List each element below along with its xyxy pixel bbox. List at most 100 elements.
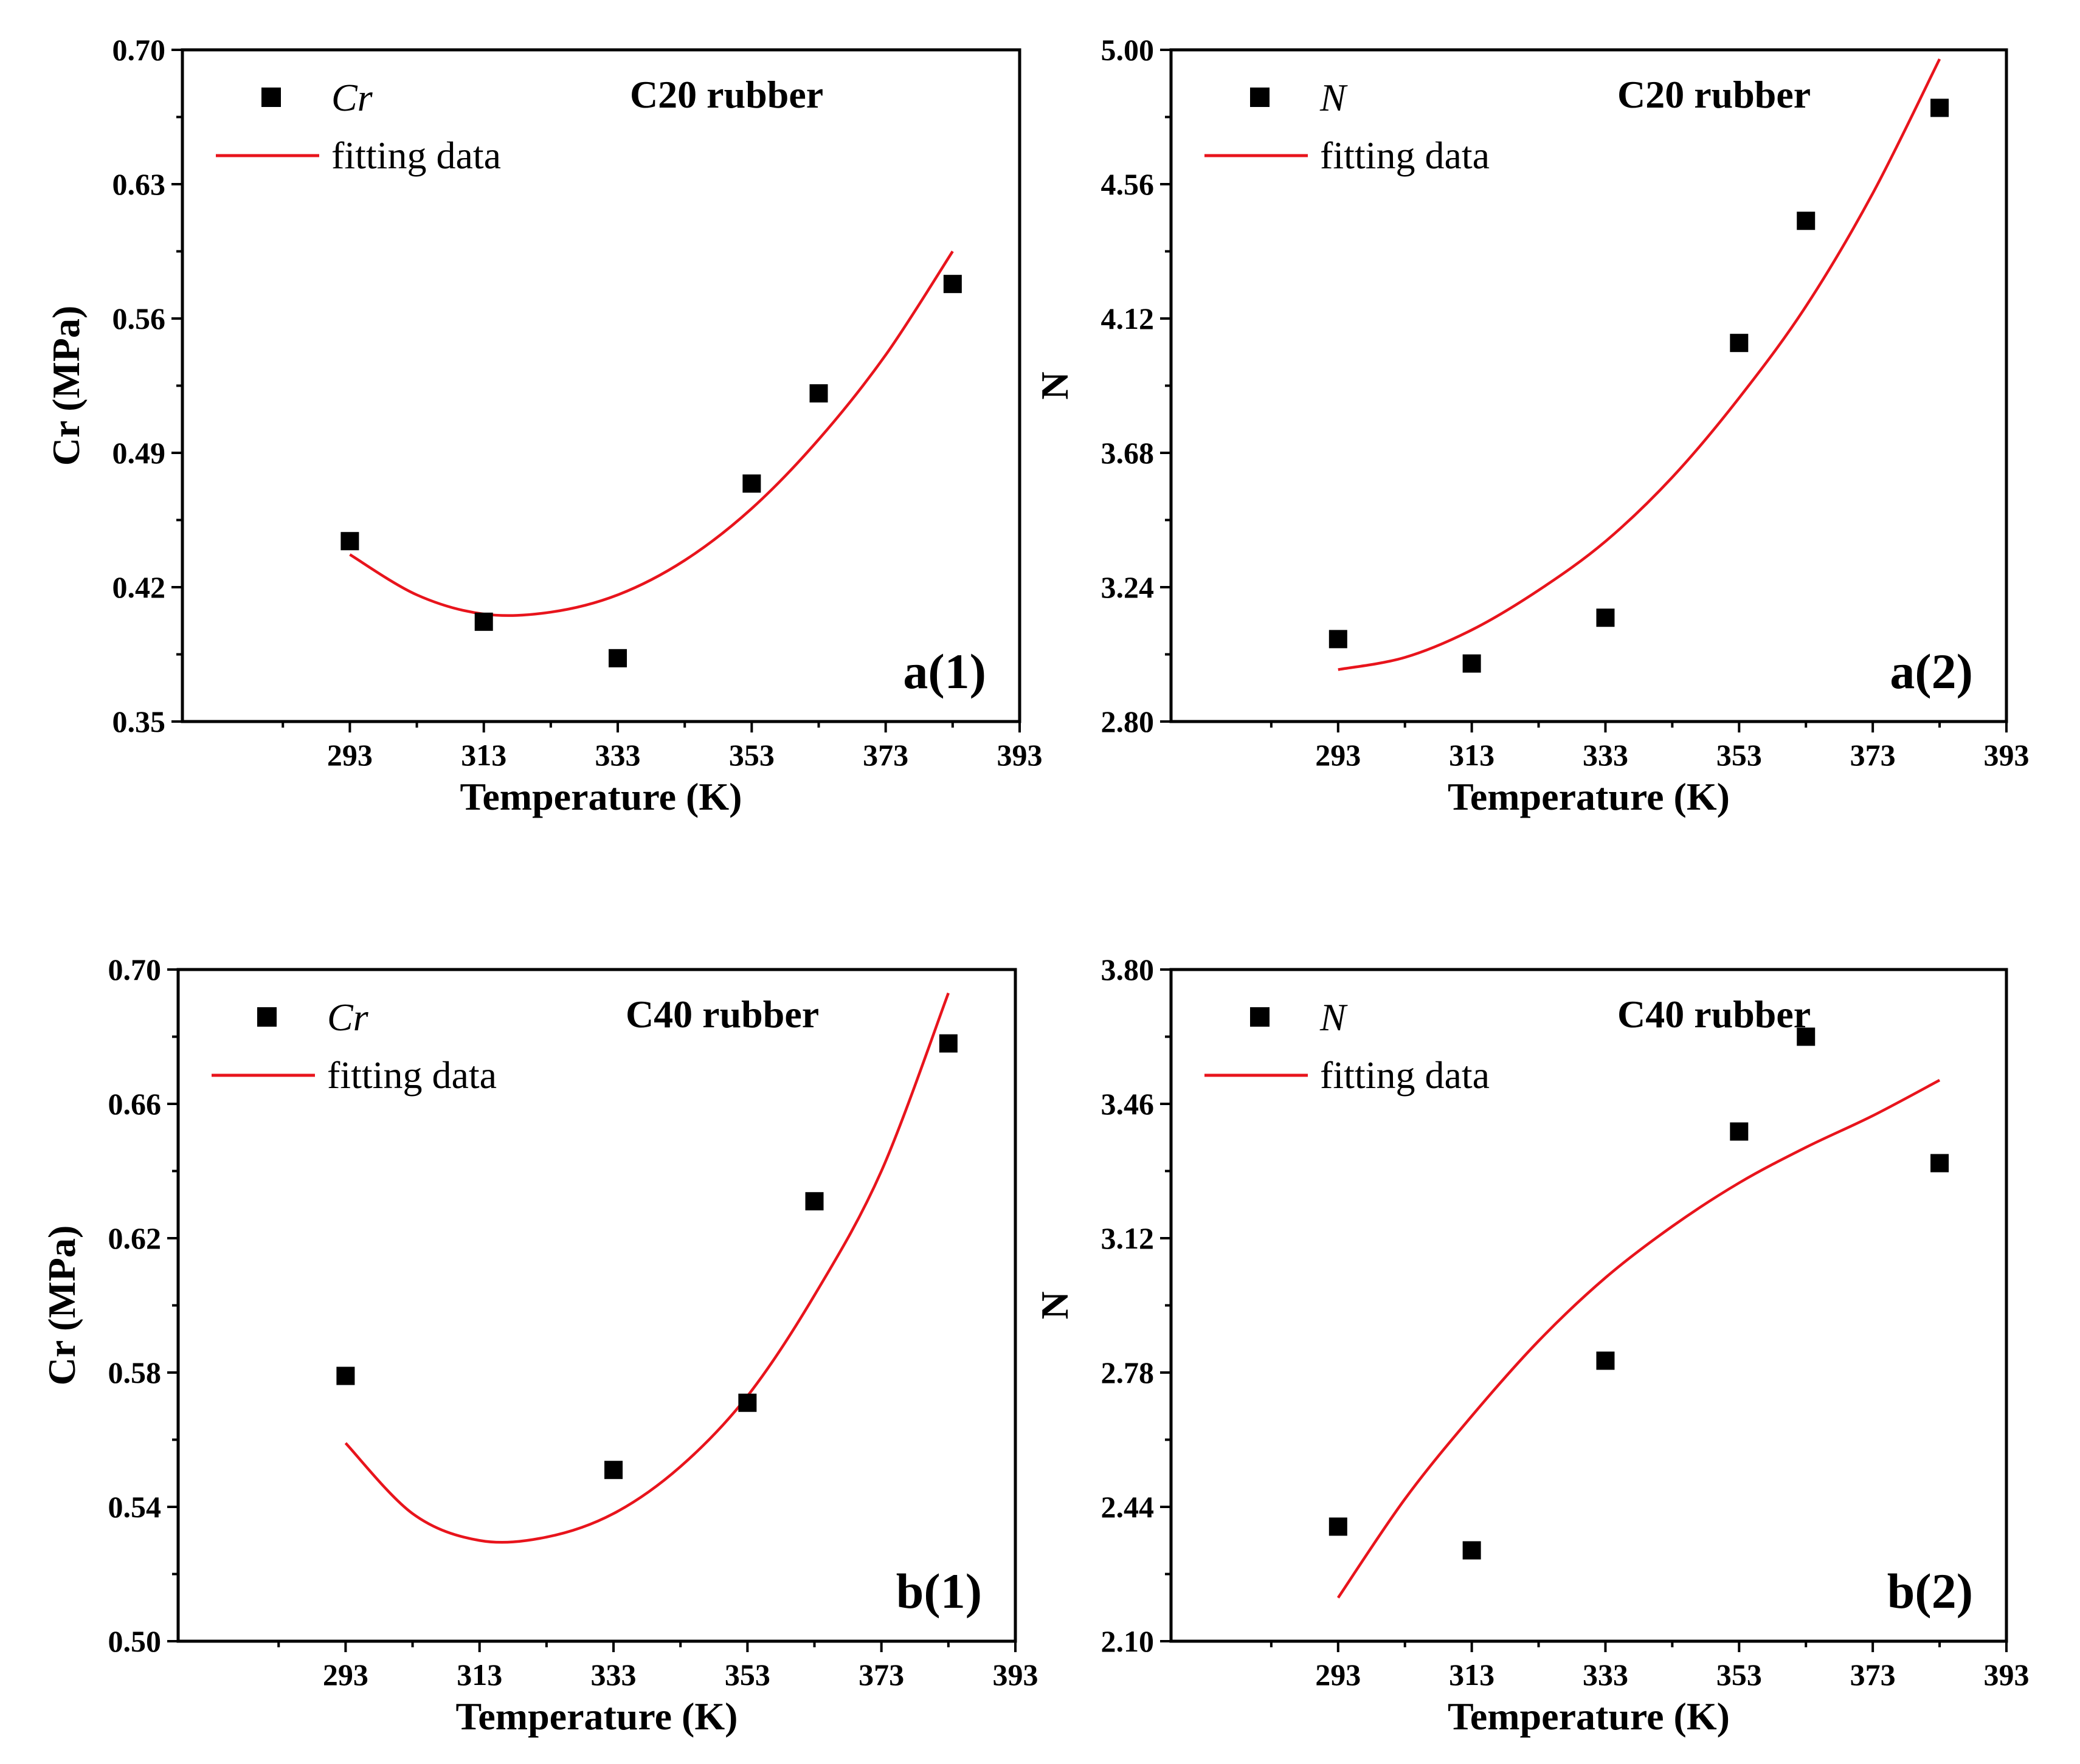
x-tick-label: 353: [725, 1658, 770, 1692]
y-tick-label: 4.56: [1101, 167, 1155, 201]
y-tick-label: 5.00: [1101, 33, 1155, 67]
y-axis-title: Cr (MPa): [44, 306, 88, 466]
legend-marker-label: N: [1319, 996, 1348, 1039]
data-point: [340, 532, 359, 551]
chart-panel-b1: 293 313 333 353 373 393 0.50 0.54 0.58 0.62 0.66 0.…: [40, 953, 1038, 1738]
x-axis-title: Temperature (K): [456, 1695, 738, 1738]
x-tick-label: 393: [1984, 738, 2030, 772]
data-point: [1462, 654, 1481, 673]
y-tick-label: 0.35: [112, 705, 166, 739]
x-tick-label: 373: [863, 738, 908, 772]
data-point: [1730, 334, 1749, 353]
plot-frame: [181, 48, 1021, 723]
data-point: [742, 474, 761, 493]
chart-panel-b2: 293 313 333 353 373 393 2.10 2.44 2.78 3.12 3.46 3.…: [1033, 953, 2030, 1738]
x-tick-label: 373: [859, 1658, 904, 1692]
legend-marker-icon: [257, 1007, 277, 1027]
legend-line-label: fitting data: [331, 134, 501, 177]
data-point: [805, 1192, 824, 1211]
legend-line-label: fitting data: [327, 1053, 497, 1097]
x-axis-title: Temperature (K): [1448, 1695, 1730, 1738]
x-tick-label: 333: [595, 738, 641, 772]
data-point: [1930, 1154, 1949, 1173]
y-tick-label: 0.62: [108, 1221, 162, 1255]
y-tick-label: 4.12: [1101, 301, 1155, 336]
x-tick-label: 373: [1850, 738, 1896, 772]
data-point: [1329, 630, 1347, 649]
legend: Cr fitting data: [216, 76, 501, 177]
x-tick-label: 333: [1583, 738, 1628, 772]
y-tick-label: 2.78: [1101, 1356, 1155, 1390]
data-point: [1730, 1122, 1749, 1141]
chart-title: C20 rubber: [1617, 73, 1811, 116]
panel-label: a(1): [903, 644, 986, 699]
fit-line: [349, 250, 954, 617]
x-tick-label: 353: [1716, 1658, 1762, 1692]
data-point: [1329, 1517, 1347, 1536]
data-point: [738, 1393, 757, 1412]
fit-line: [344, 992, 950, 1544]
y-tick-label: 3.12: [1101, 1221, 1155, 1255]
y-tick-label: 0.70: [112, 33, 166, 67]
x-tick-label: 353: [1716, 738, 1762, 772]
data-point: [1797, 212, 1816, 230]
y-tick-label: 2.44: [1101, 1490, 1155, 1524]
data-point: [1930, 98, 1949, 117]
y-tick-label: 3.46: [1101, 1087, 1155, 1121]
x-tick-label: 353: [729, 738, 775, 772]
x-tick-label: 293: [1315, 738, 1361, 772]
panel-label: b(2): [1887, 1563, 1973, 1619]
data-point: [1797, 1027, 1816, 1046]
fit-line: [1338, 58, 1941, 671]
x-tick-label: 393: [997, 738, 1043, 772]
y-tick-label: 0.56: [112, 301, 166, 336]
legend-marker-icon: [1250, 88, 1270, 107]
chart-panel-a1: 293 313 333 353 373 393 0.35 0.42 0.49 0.56 0.63 0.…: [44, 33, 1043, 818]
y-tick-label: 0.66: [108, 1087, 162, 1121]
x-tick-label: 293: [327, 738, 373, 772]
y-tick-label: 0.42: [112, 570, 166, 604]
data-point: [939, 1034, 958, 1053]
chart-title: C40 rubber: [1617, 993, 1811, 1036]
y-tick-label: 3.80: [1101, 953, 1155, 987]
data-point: [809, 384, 828, 403]
y-tick-label: 0.50: [108, 1624, 162, 1658]
y-axis-title: N: [1033, 371, 1076, 399]
x-tick-label: 313: [457, 1658, 502, 1692]
panel-label: b(1): [896, 1563, 982, 1619]
legend-marker-icon: [1250, 1007, 1270, 1027]
x-tick-label: 333: [1583, 1658, 1628, 1692]
data-point: [1596, 1351, 1615, 1370]
data-point: [943, 275, 962, 294]
legend-marker-label: Cr: [331, 76, 373, 119]
y-tick-label: 3.68: [1101, 436, 1155, 470]
data-point: [336, 1366, 355, 1385]
y-tick-label: 2.10: [1101, 1624, 1155, 1658]
data-point: [1462, 1541, 1481, 1560]
y-tick-label: 0.58: [108, 1356, 162, 1390]
legend-line-label: fitting data: [1320, 1053, 1490, 1097]
plot-frame: [176, 968, 1017, 1643]
legend-marker-label: N: [1319, 76, 1348, 119]
plot-frame: [1169, 968, 2008, 1643]
panel-label: a(2): [1890, 644, 1973, 699]
legend-marker-label: Cr: [327, 996, 369, 1039]
chart-panel-a2: 293 313 333 353 373 393 2.80 3.24 3.68 4.12 4.56 5.…: [1033, 33, 2030, 818]
y-tick-label: 0.49: [112, 436, 166, 470]
data-point: [1596, 608, 1615, 627]
x-axis-title: Temperature (K): [1448, 775, 1730, 818]
data-point: [609, 649, 627, 667]
data-point: [474, 612, 493, 631]
x-tick-label: 333: [591, 1658, 637, 1692]
y-tick-label: 0.54: [108, 1490, 162, 1524]
x-tick-label: 373: [1850, 1658, 1896, 1692]
y-axis-title: Cr (MPa): [40, 1225, 83, 1386]
x-tick-label: 313: [1449, 1658, 1494, 1692]
legend-marker-icon: [261, 88, 281, 107]
x-tick-label: 313: [1449, 738, 1494, 772]
legend-line-label: fitting data: [1320, 134, 1490, 177]
y-tick-label: 2.80: [1101, 705, 1155, 739]
